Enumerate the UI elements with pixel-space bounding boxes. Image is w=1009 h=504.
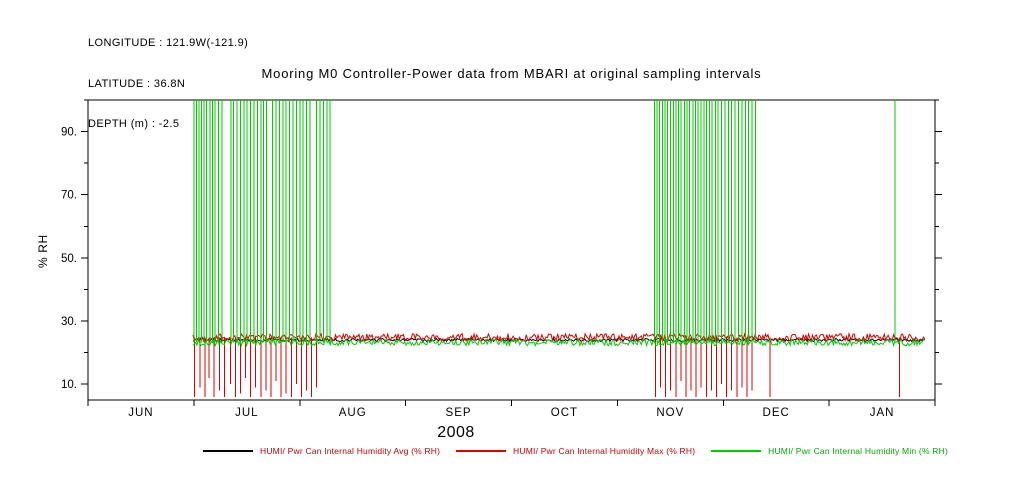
legend-entry-avg: HUMI/ Pwr Can Internal Humidity Avg (% R… <box>203 446 440 456</box>
max-legend-label: HUMI/ Pwr Can Internal Humidity Max (% R… <box>513 446 696 456</box>
svg-text:70.: 70. <box>61 190 77 202</box>
svg-text:JUL: JUL <box>235 407 258 419</box>
svg-text:30.: 30. <box>61 316 77 328</box>
min-legend-label: HUMI/ Pwr Can Internal Humidity Min (% R… <box>768 446 948 456</box>
svg-text:OCT: OCT <box>551 407 578 419</box>
legend-entry-min: HUMI/ Pwr Can Internal Humidity Min (% R… <box>711 446 948 456</box>
min-line-sample <box>711 450 762 452</box>
legend: HUMI/ Pwr Can Internal Humidity Avg (% R… <box>203 446 948 456</box>
svg-text:10.: 10. <box>61 379 77 391</box>
avg-line-sample <box>203 450 253 452</box>
legend-entry-max: HUMI/ Pwr Can Internal Humidity Max (% R… <box>456 446 695 456</box>
chart-title: Mooring M0 Controller-Power data from MB… <box>261 66 762 81</box>
avg-legend-label: HUMI/ Pwr Can Internal Humidity Avg (% R… <box>260 446 441 456</box>
svg-text:DEC: DEC <box>763 407 790 419</box>
svg-text:JUN: JUN <box>128 407 153 419</box>
depth-label: DEPTH (m) : -2.5 <box>88 118 180 130</box>
x-axis-year-label: 2008 <box>437 424 475 441</box>
svg-text:90.: 90. <box>61 127 77 139</box>
latitude-label: LATITUDE : 36.8N <box>88 77 186 90</box>
svg-text:SEP: SEP <box>446 407 472 419</box>
svg-text:50.: 50. <box>61 253 77 265</box>
svg-text:NOV: NOV <box>656 407 684 419</box>
svg-text:JAN: JAN <box>870 407 895 419</box>
max-line-sample <box>456 450 507 452</box>
metadata-block: LONGITUDE : 121.9W(-121.9) LATITUDE : 36… <box>88 10 248 145</box>
longitude-label: LONGITUDE : 121.9W(-121.9) <box>88 37 249 49</box>
svg-text:AUG: AUG <box>339 407 367 419</box>
